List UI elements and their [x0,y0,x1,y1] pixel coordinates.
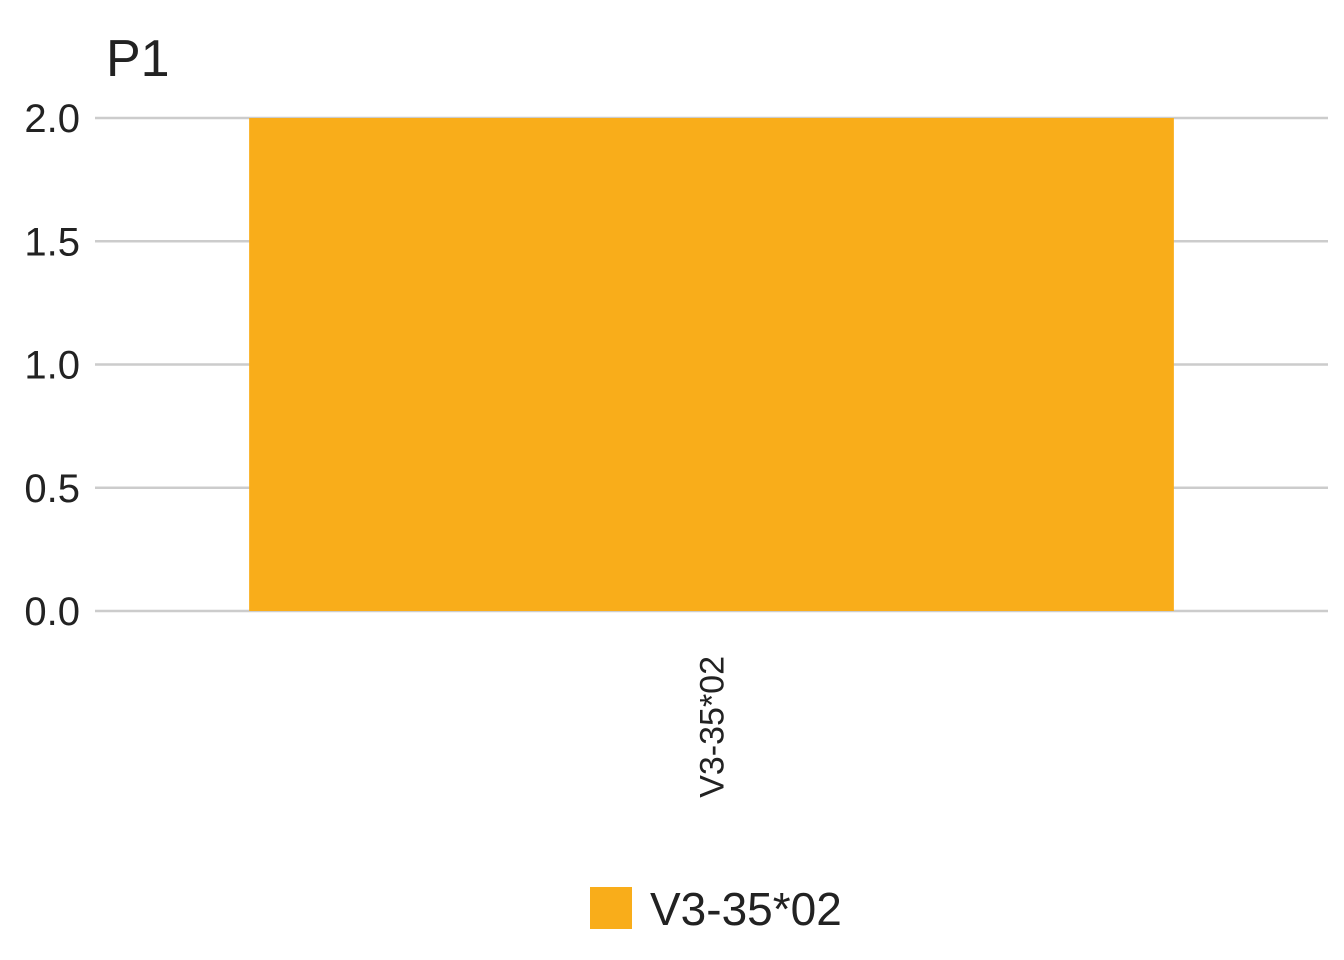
y-tick-label: 1.0 [24,344,80,388]
y-tick-label: 0.0 [24,590,80,634]
x-tick-label: V3-35*02 [694,656,732,798]
legend-swatch [590,887,632,929]
y-tick-label: 0.5 [24,467,80,511]
legend-label: V3-35*02 [650,883,842,935]
y-tick-label: 2.0 [24,97,80,141]
y-axis-ticks: 0.0 0.5 1.0 1.5 2.0 [24,97,80,634]
y-tick-label: 1.5 [24,220,80,264]
chart-title: P1 [106,30,170,88]
bar [249,118,1174,611]
x-axis-ticks: V3-35*02 [694,656,732,798]
legend: V3-35*02 [590,883,842,935]
bars [249,118,1174,611]
